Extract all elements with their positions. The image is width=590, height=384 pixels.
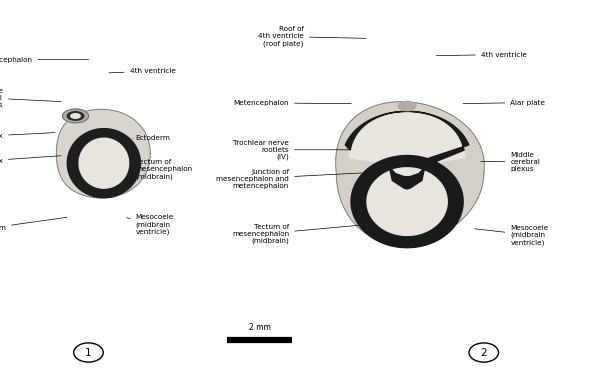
Polygon shape xyxy=(63,109,88,123)
Text: Endomeninx: Endomeninx xyxy=(0,156,61,164)
Polygon shape xyxy=(367,168,447,235)
Polygon shape xyxy=(389,167,425,189)
Text: Junction of
mesencephalon and
metencephalon: Junction of mesencephalon and metencepha… xyxy=(216,169,362,189)
Polygon shape xyxy=(67,112,84,120)
Text: 1: 1 xyxy=(85,348,92,358)
Text: Mesoderm: Mesoderm xyxy=(0,217,67,232)
Text: Middle
cerebral
plexus: Middle cerebral plexus xyxy=(0,88,61,108)
Text: Alar plate: Alar plate xyxy=(463,99,545,106)
Text: Edge of metencephalon: Edge of metencephalon xyxy=(0,56,88,63)
Text: Mesocoele
(midbrain
ventricle): Mesocoele (midbrain ventricle) xyxy=(475,225,549,245)
Text: 4th ventricle: 4th ventricle xyxy=(109,68,176,74)
Text: Ectomeninx: Ectomeninx xyxy=(0,132,55,139)
Text: Metencephalon: Metencephalon xyxy=(234,100,351,106)
Text: Mesocoele
(midbrain
ventricle): Mesocoele (midbrain ventricle) xyxy=(127,214,174,235)
Polygon shape xyxy=(345,111,469,175)
Text: Tectum of
mesencephalon
(midbrain): Tectum of mesencephalon (midbrain) xyxy=(232,224,363,245)
Text: Trochlear nerve
rootlets
(IV): Trochlear nerve rootlets (IV) xyxy=(233,139,356,160)
Polygon shape xyxy=(79,138,129,188)
Polygon shape xyxy=(349,111,465,171)
Text: 2 mm: 2 mm xyxy=(248,323,271,332)
Text: 2: 2 xyxy=(480,348,487,358)
Polygon shape xyxy=(57,109,150,198)
Text: Ectoderm: Ectoderm xyxy=(133,135,171,141)
Polygon shape xyxy=(398,101,416,111)
Text: Middle
cerebral
plexus: Middle cerebral plexus xyxy=(481,152,540,172)
Text: 4th ventricle: 4th ventricle xyxy=(437,51,527,58)
Polygon shape xyxy=(67,129,140,198)
Polygon shape xyxy=(336,102,484,244)
Text: Tectum of
mesencephalon
(midbrain): Tectum of mesencephalon (midbrain) xyxy=(130,159,193,180)
Text: Roof of
4th ventricle
(roof plate): Roof of 4th ventricle (roof plate) xyxy=(258,26,366,47)
Polygon shape xyxy=(71,114,80,118)
Polygon shape xyxy=(351,156,463,248)
